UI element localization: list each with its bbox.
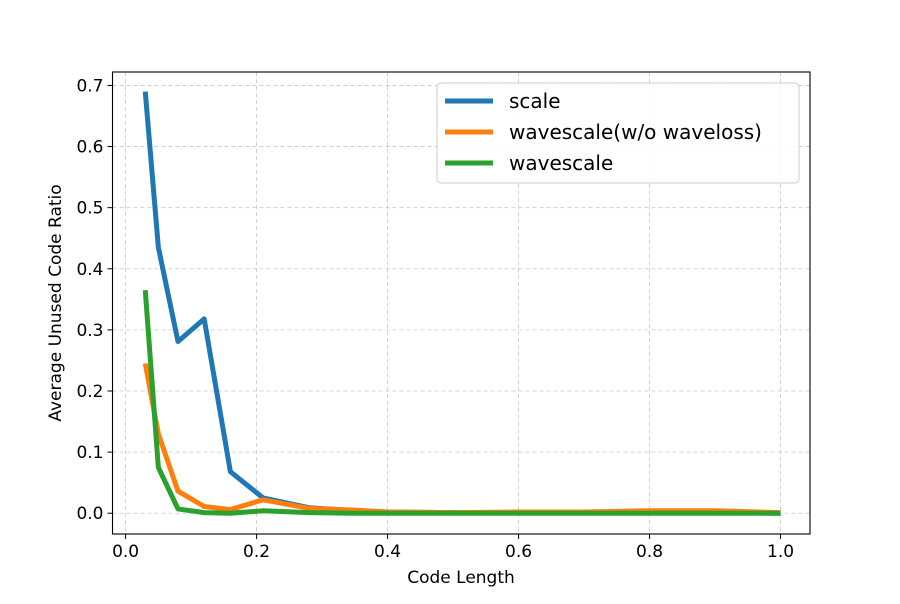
x-tick-label: 1.0 — [767, 542, 794, 562]
series-line-2 — [142, 289, 781, 516]
legend: scale wavescale(w/o waveloss) wavescale — [436, 82, 800, 184]
x-tick-label: 0.6 — [505, 542, 532, 562]
axis-ticks: 0.0 0.2 0.4 0.6 0.8 1.0 0.0 0.1 0.2 0.3 0.4 0.5 0.6 0… — [76, 76, 794, 562]
legend-label-1: wavescale(w/o waveloss) — [509, 120, 762, 144]
y-tick-label: 0.3 — [76, 321, 103, 341]
y-tick-label: 0.4 — [76, 260, 103, 280]
y-tick-label: 0.0 — [76, 504, 103, 524]
legend-box — [436, 82, 800, 184]
legend-label-2: wavescale — [509, 151, 613, 175]
x-tick-label: 0.2 — [243, 542, 270, 562]
legend-label-0: scale — [509, 89, 561, 113]
y-tick-label: 0.1 — [76, 443, 103, 463]
x-tick-label: 0.0 — [112, 542, 139, 562]
x-axis-label: Code Length — [407, 568, 515, 588]
y-tick-label: 0.5 — [76, 199, 103, 219]
y-axis-label: Average Unused Code Ratio — [46, 184, 66, 421]
y-tick-label: 0.7 — [76, 76, 103, 96]
x-tick-label: 0.8 — [636, 542, 663, 562]
plot-area-frame — [111, 71, 811, 535]
plot-series — [142, 91, 781, 516]
x-tick-label: 0.4 — [374, 542, 401, 562]
y-tick-label: 0.2 — [76, 382, 103, 402]
y-tick-label: 0.6 — [76, 138, 103, 158]
